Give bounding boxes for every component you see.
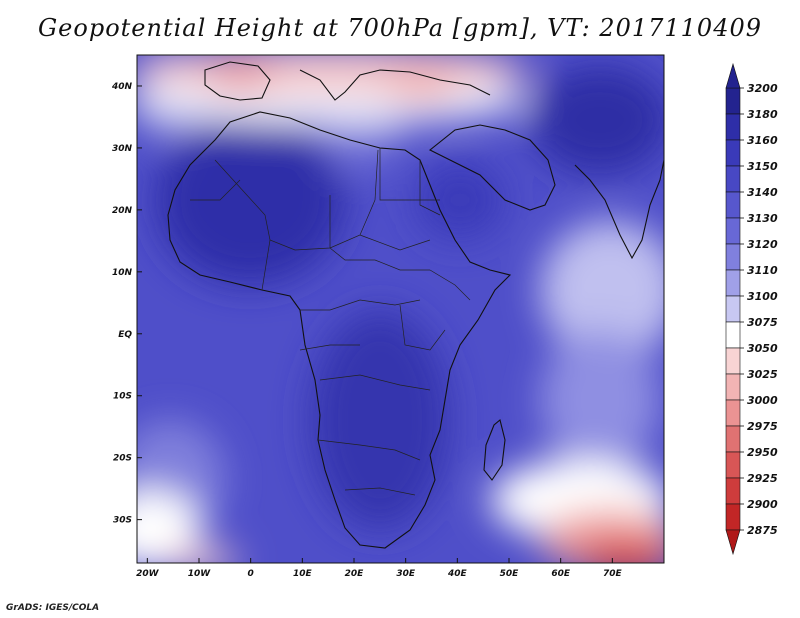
lat-tick-label: 20N bbox=[112, 206, 133, 216]
colorbar-label: 3110 bbox=[747, 264, 778, 277]
lon-axis: 20W 10W 0 10E 20E 30E 40E 50E 60E 70E bbox=[136, 558, 623, 579]
colorbar-swatch bbox=[725, 217, 741, 245]
lon-tick-label: 20W bbox=[136, 569, 160, 579]
colorbar-label: 3160 bbox=[747, 134, 778, 147]
europe-coastline bbox=[204, 61, 491, 101]
lon-tick-label: 70E bbox=[603, 569, 623, 579]
lon-tick-label: 10W bbox=[188, 569, 212, 579]
colorbar-swatch bbox=[725, 399, 741, 427]
lat-tick-label: 10S bbox=[113, 392, 132, 402]
lon-tick-label: 60E bbox=[551, 569, 571, 579]
colorbar-label: 3140 bbox=[747, 186, 778, 199]
lon-tick-label: 10E bbox=[293, 569, 313, 579]
lat-tick-label: 20S bbox=[113, 454, 132, 464]
colorbar-swatch bbox=[725, 269, 741, 297]
lon-tick-label: 20E bbox=[345, 569, 365, 579]
height-field bbox=[137, 55, 664, 563]
colorbar-label: 3025 bbox=[747, 368, 778, 381]
colorbar-swatch bbox=[725, 321, 741, 349]
arabia-coastline bbox=[428, 124, 556, 211]
colorbar-swatch bbox=[725, 113, 741, 141]
colorbar-swatch bbox=[725, 425, 741, 453]
lon-tick-label: 50E bbox=[500, 569, 520, 579]
lat-tick-label: 30N bbox=[112, 144, 133, 154]
colorbar: 3200 3180 3160 3150 3140 3130 3120 3110 3100 3075… bbox=[725, 62, 778, 556]
colorbar-label: 2950 bbox=[747, 446, 778, 459]
lat-tick-label: 10N bbox=[112, 268, 133, 278]
india-coastline bbox=[574, 159, 664, 260]
colorbar-label: 3130 bbox=[747, 212, 778, 225]
madagascar-coastline bbox=[483, 419, 506, 481]
colorbar-label: 2875 bbox=[747, 524, 778, 537]
grads-credit: GrADS: IGES/COLA bbox=[6, 603, 100, 613]
coastlines bbox=[167, 61, 664, 549]
colorbar-label: 3150 bbox=[747, 160, 778, 173]
lat-tick-label: EQ bbox=[118, 330, 132, 340]
map-title: Geopotential Height at 700hPa [gpm], VT:… bbox=[38, 14, 762, 42]
colorbar-label: 2900 bbox=[747, 498, 778, 511]
colorbar-swatch bbox=[725, 87, 741, 115]
lon-tick-label: 30E bbox=[396, 569, 416, 579]
lat-axis: 40N 30N 20N 10N EQ 10S 20S 30S bbox=[111, 82, 142, 526]
lon-tick-label: 0 bbox=[248, 569, 254, 579]
country-borders bbox=[190, 148, 471, 496]
map-frame bbox=[136, 54, 665, 564]
lon-tick-label: 40E bbox=[447, 569, 468, 579]
colorbar-label: 3050 bbox=[747, 342, 778, 355]
colorbar-swatch bbox=[725, 139, 741, 167]
colorbar-swatch bbox=[725, 191, 741, 219]
colorbar-label: 3075 bbox=[747, 316, 778, 329]
lat-tick-label: 40N bbox=[111, 82, 133, 92]
colorbar-label: 3100 bbox=[747, 290, 778, 303]
colorbar-label: 3000 bbox=[747, 394, 778, 407]
colorbar-swatch bbox=[725, 347, 741, 375]
colorbar-swatch bbox=[725, 243, 741, 271]
colorbar-swatch bbox=[725, 165, 741, 193]
colorbar-top-cap bbox=[725, 62, 741, 89]
colorbar-swatch bbox=[725, 451, 741, 479]
colorbar-swatch bbox=[725, 295, 741, 323]
colorbar-label: 3180 bbox=[747, 108, 778, 121]
colorbar-label: 2925 bbox=[747, 472, 778, 485]
colorbar-swatch bbox=[725, 503, 741, 531]
colorbar-bottom-cap bbox=[725, 529, 741, 556]
lat-tick-label: 30S bbox=[113, 516, 132, 526]
colorbar-swatch bbox=[725, 477, 741, 505]
colorbar-label: 3120 bbox=[747, 238, 778, 251]
africa-coastline bbox=[167, 111, 512, 549]
colorbar-label: 3200 bbox=[747, 82, 778, 95]
colorbar-swatch bbox=[725, 373, 741, 401]
colorbar-label: 2975 bbox=[747, 420, 778, 433]
